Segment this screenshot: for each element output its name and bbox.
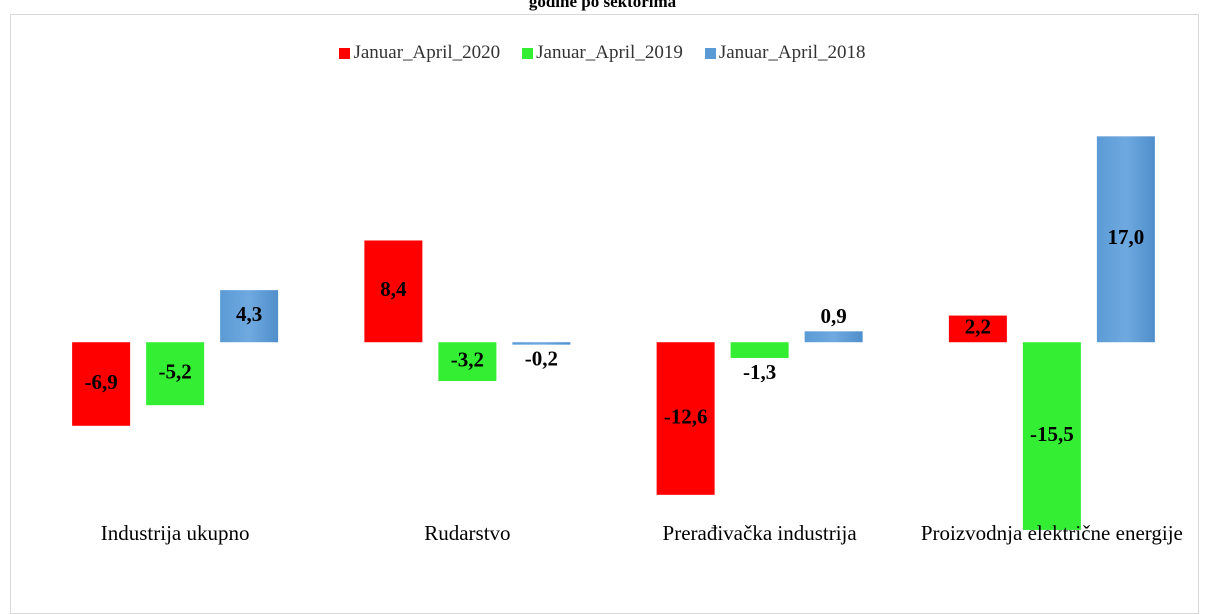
bar — [804, 331, 863, 343]
bar — [1096, 136, 1155, 343]
x-tick-label: Proizvodnja električne energije — [920, 521, 1183, 545]
bar — [146, 342, 205, 406]
legend-item: Januar_April_2019 — [522, 42, 683, 64]
legend-label: Januar_April_2020 — [353, 42, 501, 63]
bar — [438, 342, 497, 381]
legend-item: Januar_April_2020 — [339, 42, 500, 64]
data-label: 17,0 — [1108, 225, 1145, 249]
data-label: -5,2 — [159, 360, 192, 384]
legend: Januar_April_2020 Januar_April_2019 Januar… — [0, 42, 1205, 64]
data-label: -0,2 — [525, 346, 558, 370]
bar — [730, 342, 789, 358]
chart-title: godine po sektorima — [528, 0, 677, 11]
legend-swatch — [339, 47, 351, 59]
x-tick-label: Rudarstvo — [424, 521, 511, 545]
legend-swatch — [704, 47, 716, 59]
bar — [220, 290, 279, 343]
legend-label: Januar_April_2018 — [718, 42, 866, 63]
bar — [364, 240, 423, 343]
data-label: -6,9 — [85, 370, 118, 394]
legend-swatch — [522, 47, 534, 59]
x-tick-label: Prerađivačka industrija — [662, 521, 857, 545]
legend-label: Januar_April_2019 — [536, 42, 683, 63]
data-label: 4,3 — [236, 302, 262, 326]
data-label: 8,4 — [380, 277, 407, 301]
x-tick-label: Industrija ukupno — [100, 521, 250, 545]
data-label: -12,6 — [664, 404, 708, 428]
bar — [656, 342, 715, 495]
bar — [512, 342, 571, 345]
bar — [948, 315, 1007, 343]
legend-item: Januar_April_2018 — [704, 42, 866, 64]
data-label: 0,9 — [821, 304, 847, 328]
data-label: -1,3 — [743, 360, 776, 384]
data-label: -15,5 — [1030, 422, 1074, 446]
data-label: 2,2 — [965, 315, 991, 339]
bar — [1022, 342, 1081, 530]
data-label: -3,2 — [451, 347, 484, 371]
bar — [72, 342, 131, 426]
